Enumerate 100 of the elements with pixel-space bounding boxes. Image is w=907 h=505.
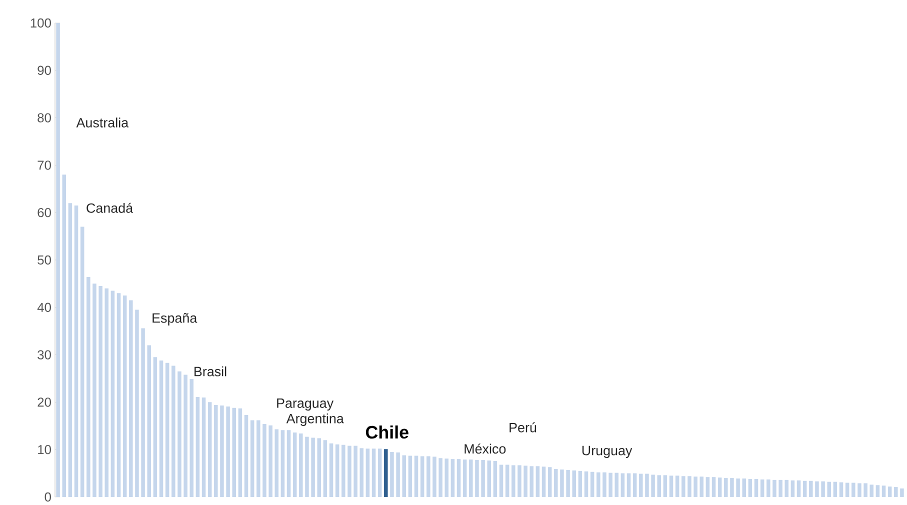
bar: [845, 482, 850, 498]
bar: [632, 473, 637, 498]
bar: [444, 458, 448, 498]
bar: [135, 310, 139, 498]
y-tick-label: 80: [38, 113, 51, 122]
bar: [596, 472, 600, 498]
bar: [852, 482, 856, 498]
bar: [250, 420, 254, 498]
bar: [682, 476, 686, 498]
y-tick-label: 0: [44, 492, 51, 502]
bar: [280, 430, 285, 498]
bar: [420, 456, 424, 498]
bar: [426, 456, 430, 498]
bar: [129, 300, 133, 498]
annotation: Australia: [76, 118, 129, 128]
bar: [882, 486, 886, 498]
bar: [602, 472, 606, 498]
bar: [232, 408, 236, 498]
bar: [202, 397, 206, 498]
bar: [305, 436, 309, 498]
bar: [335, 444, 340, 498]
bar: [68, 203, 72, 498]
bar: [584, 471, 588, 498]
annotation: Canadá: [86, 202, 134, 213]
bar: [323, 440, 328, 498]
bar: [208, 402, 212, 498]
y-tick-label: 50: [38, 255, 51, 265]
y-tick-label: 20: [38, 398, 51, 407]
y-tick-label: 40: [37, 302, 51, 312]
bar: [86, 277, 90, 498]
bar: [742, 478, 746, 498]
bar: [184, 374, 188, 498]
bar: [894, 487, 898, 498]
bar: [688, 476, 692, 498]
bar: [238, 408, 242, 498]
bar: [493, 461, 498, 498]
bar: [178, 371, 182, 498]
bar: [354, 446, 358, 498]
bar: [784, 480, 788, 498]
bar: [578, 470, 582, 498]
bar: [639, 474, 643, 498]
y-tick-label: 90: [38, 66, 51, 76]
bar: [311, 438, 315, 498]
bar: [870, 484, 874, 498]
bar: [706, 477, 710, 498]
bar: [626, 473, 631, 498]
bar: [360, 448, 364, 498]
y-tick-label: 10: [38, 445, 51, 454]
bar: [141, 328, 145, 498]
bar: [542, 466, 546, 498]
bar: [110, 290, 115, 498]
bar: [748, 479, 752, 498]
bar: [262, 424, 266, 498]
bar: [384, 449, 388, 498]
bar: [147, 345, 152, 498]
bar: [196, 397, 200, 498]
bar: [499, 464, 504, 498]
bar: [560, 470, 564, 498]
bar: [462, 460, 467, 498]
bar: [730, 478, 734, 498]
bar: [402, 455, 406, 498]
y-tick-label: 70: [38, 160, 51, 170]
annotation: México: [464, 444, 506, 454]
bar: [675, 476, 680, 498]
bar: [469, 460, 473, 498]
bar: [614, 472, 618, 498]
bar: [366, 448, 370, 498]
bar: [518, 465, 522, 498]
annotation: Argentina: [286, 414, 344, 426]
bar: [299, 434, 303, 498]
bar: [530, 466, 534, 498]
bar: [104, 288, 108, 498]
bar: [900, 488, 904, 498]
bar: [396, 452, 400, 498]
bar: [724, 478, 728, 498]
bar: [572, 470, 576, 498]
annotation: España: [152, 313, 198, 326]
bar: [190, 379, 194, 498]
bar: [348, 446, 352, 498]
bar: [414, 456, 418, 498]
bar: [214, 405, 218, 498]
bar: [802, 480, 807, 498]
bar: [657, 475, 661, 498]
bar: [372, 448, 376, 498]
bar: [821, 481, 825, 498]
bar: [754, 479, 758, 498]
bar: [268, 425, 272, 498]
bar: [651, 474, 655, 498]
bar: [760, 479, 764, 498]
bar: [524, 466, 528, 498]
y-tick-label: 30: [38, 350, 51, 360]
bar: [736, 478, 740, 498]
bar: [809, 480, 813, 498]
bar: [256, 420, 260, 498]
bar: [292, 432, 297, 498]
bar: [408, 456, 412, 498]
bar: [438, 458, 442, 498]
bar: [153, 357, 158, 498]
bar: [378, 448, 382, 498]
bar: [342, 444, 346, 498]
